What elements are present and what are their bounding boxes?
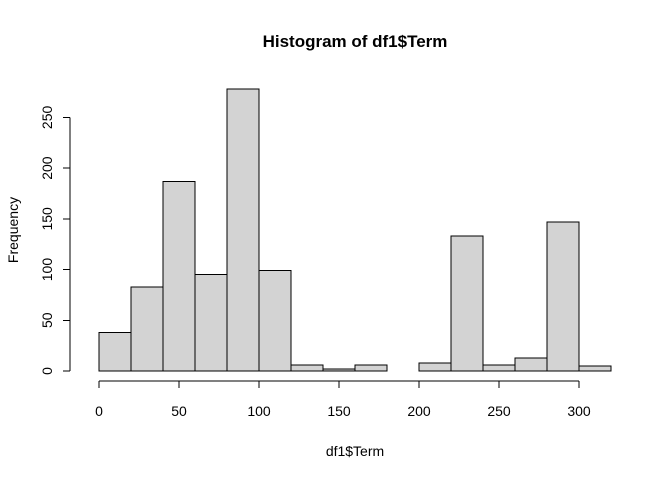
histogram-bar <box>130 286 164 372</box>
x-tick-label: 250 <box>487 403 511 419</box>
histogram-bar <box>514 357 548 372</box>
x-tick-label: 200 <box>407 403 431 419</box>
y-tick-label: 150 <box>39 207 55 231</box>
x-tick-label: 300 <box>567 403 591 419</box>
y-tick-label: 100 <box>39 258 55 282</box>
histogram-bar <box>322 368 356 372</box>
y-tick-label: 0 <box>39 367 55 375</box>
histogram-bar <box>258 270 292 372</box>
histogram-bar <box>162 180 196 372</box>
histogram-bar <box>482 364 516 372</box>
y-tick-label: 50 <box>39 312 55 328</box>
y-axis: 0 50 100 150 200 250 <box>39 106 71 375</box>
chart-title: Histogram of df1$Term <box>263 32 448 51</box>
x-axis: 0 50 100 150 200 250 300 <box>95 380 591 419</box>
x-tick-label: 100 <box>247 403 271 419</box>
y-axis-label: Frequency <box>5 197 21 263</box>
y-tick-label: 250 <box>39 106 55 130</box>
x-axis-label: df1$Term <box>326 443 384 459</box>
y-tick-label: 200 <box>39 156 55 180</box>
x-tick-label: 0 <box>95 403 103 419</box>
histogram-bar <box>450 235 484 372</box>
histogram-bar <box>578 365 612 372</box>
histogram-bar <box>354 364 388 372</box>
histogram-bar <box>226 88 260 372</box>
histogram-bar <box>194 274 228 372</box>
x-tick-label: 50 <box>171 403 187 419</box>
histogram-bar <box>290 364 324 372</box>
histogram-bar <box>418 362 452 372</box>
bars-group <box>98 88 612 372</box>
x-tick-label: 150 <box>327 403 351 419</box>
histogram-bar <box>546 221 580 372</box>
histogram-bar <box>98 331 132 372</box>
